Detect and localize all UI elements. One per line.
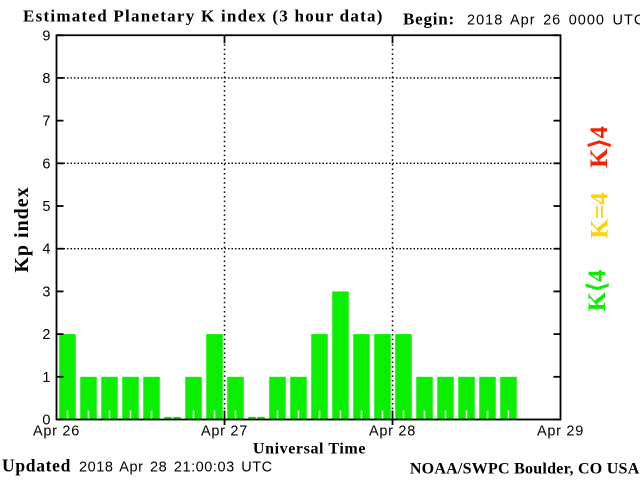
svg-text:Updated: Updated (2, 456, 71, 476)
svg-text:Apr 26: Apr 26 (33, 424, 80, 440)
svg-text:K⟨4: K⟨4 (584, 269, 611, 311)
svg-text:1: 1 (42, 370, 50, 386)
svg-text:NOAA/SWPC Boulder, CO USA: NOAA/SWPC Boulder, CO USA (410, 461, 640, 478)
svg-text:Apr 29: Apr 29 (537, 424, 584, 440)
svg-text:4: 4 (42, 242, 50, 258)
svg-text:2018 Apr 26 0000 UTC: 2018 Apr 26 0000 UTC (467, 13, 640, 29)
svg-text:Estimated Planetary K index (3: Estimated Planetary K index (3 hour data… (23, 7, 384, 26)
svg-text:0: 0 (42, 413, 50, 429)
svg-text:2018 Apr 28 21:00:03 UTC: 2018 Apr 28 21:00:03 UTC (79, 460, 273, 476)
svg-text:Begin:: Begin: (403, 10, 455, 29)
svg-text:9: 9 (42, 28, 50, 44)
svg-text:Universal Time: Universal Time (253, 441, 366, 458)
svg-text:K=4: K=4 (587, 192, 614, 239)
svg-text:7: 7 (42, 114, 50, 130)
svg-text:6: 6 (42, 156, 50, 172)
svg-text:5: 5 (42, 199, 50, 215)
svg-text:3: 3 (42, 284, 50, 300)
svg-text:8: 8 (42, 71, 50, 87)
svg-text:Kp index: Kp index (11, 186, 33, 272)
svg-text:2: 2 (42, 327, 50, 343)
svg-text:Apr 28: Apr 28 (369, 424, 416, 440)
svg-text:Apr 27: Apr 27 (201, 424, 248, 440)
svg-text:K⟩4: K⟩4 (586, 126, 613, 168)
